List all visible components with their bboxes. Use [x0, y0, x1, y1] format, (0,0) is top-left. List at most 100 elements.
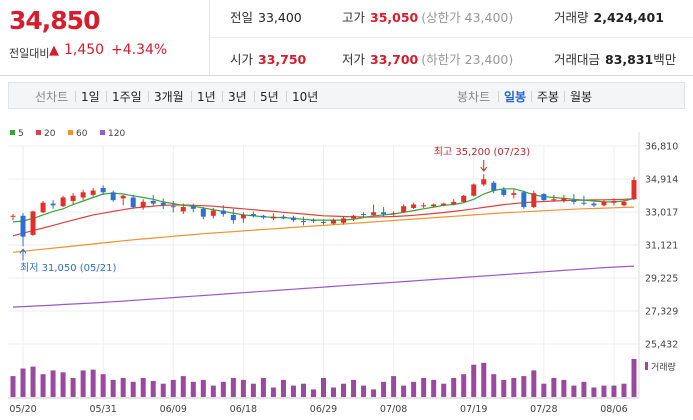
low-annotation-label: 최저 31,050 (05/21)	[20, 262, 116, 274]
period-1w[interactable]: 1주일	[112, 90, 142, 104]
volume-bar	[170, 379, 176, 397]
high-stat: 고가 35,050 (상한가 43,400)	[342, 7, 513, 26]
candle-body	[561, 198, 567, 201]
candle-body	[80, 192, 86, 198]
period-10y[interactable]: 10년	[292, 90, 319, 104]
volume-bars: 거래량	[10, 359, 676, 397]
period-5y[interactable]: 5년	[260, 90, 279, 104]
candle-body	[200, 208, 206, 217]
volume-bar	[591, 387, 597, 397]
prev-close-stat: 전일 33,400	[230, 7, 302, 26]
legend-swatch	[68, 130, 73, 135]
volume-bar	[40, 374, 46, 397]
candle-body	[240, 214, 246, 219]
volume-bar	[150, 381, 156, 397]
y-tick-label: 25,432	[645, 340, 678, 351]
candle-body	[381, 212, 387, 215]
candle-body	[541, 194, 547, 201]
period-3y[interactable]: 3년	[228, 90, 247, 104]
volume-bar	[60, 372, 66, 397]
amount-value: 83,831	[605, 52, 654, 67]
candles	[10, 174, 637, 247]
quote-header: 34,850 전일대비 ▲ 1,450 +4.34% 전일 33,400 고가 35…	[0, 0, 693, 76]
line-chart-tab[interactable]: 선차트	[35, 90, 69, 104]
candle-body	[10, 215, 16, 217]
candle-daily[interactable]: 일봉	[504, 90, 527, 104]
ma20-line	[12, 198, 635, 237]
candle-body	[411, 204, 417, 208]
amount-label: 거래대금	[554, 52, 601, 67]
candle-body	[30, 211, 36, 235]
candle-body	[531, 193, 537, 208]
volume-bar	[30, 366, 36, 397]
x-tick-label: 07/28	[530, 404, 557, 415]
candle-body	[621, 201, 627, 206]
y-tick-label: 27,329	[645, 306, 678, 317]
chart-toolbar: 선차트 1일 1주일 3개월 1년 3년 5년 10년 봉차트 일봉 주봉 월봉	[8, 82, 685, 109]
candle-body	[130, 197, 136, 208]
candle-body	[461, 195, 467, 202]
legend-label: 120	[108, 129, 125, 139]
candle-body	[351, 215, 357, 219]
volume-bar	[180, 376, 186, 397]
candle-weekly[interactable]: 주봉	[537, 90, 560, 104]
high-annotation-arrowhead	[480, 166, 488, 172]
candle-body	[210, 210, 216, 216]
low-value: 33,700	[370, 52, 419, 67]
prev-close-label: 전일	[230, 10, 254, 25]
candle-body	[300, 221, 306, 223]
volume-bar	[290, 385, 296, 397]
grid	[8, 132, 640, 399]
ma60-line	[12, 206, 635, 253]
period-3m[interactable]: 3개월	[154, 90, 184, 104]
legend-label: 60	[76, 129, 88, 139]
candle-body	[250, 214, 256, 216]
candle-body	[110, 192, 116, 201]
y-tick-label: 34,914	[645, 174, 678, 185]
candle-body	[150, 200, 156, 204]
candle-body	[391, 213, 397, 215]
volume-legend-label: 거래량	[651, 361, 676, 373]
divider	[148, 91, 149, 102]
candle-body	[100, 187, 106, 193]
open-value: 33,750	[258, 52, 307, 67]
legend-swatch	[100, 130, 105, 135]
candle-monthly[interactable]: 월봉	[570, 90, 593, 104]
divider	[254, 91, 255, 102]
candle-body	[220, 210, 226, 215]
y-tick-label: 31,121	[645, 241, 678, 252]
candle-body	[551, 199, 557, 201]
candle-body	[331, 220, 337, 224]
volume-bar	[601, 385, 607, 397]
volume-bar	[401, 385, 407, 397]
x-tick-label: 06/18	[230, 404, 257, 415]
volume-bar	[531, 370, 537, 397]
volume-bar	[260, 378, 266, 397]
volume-bar	[631, 359, 637, 397]
volume-bar	[200, 379, 206, 397]
volume-bar	[551, 378, 557, 397]
volume-bar	[140, 378, 146, 397]
volume-bar	[20, 368, 26, 397]
volume-bar	[391, 376, 397, 397]
divider	[75, 91, 76, 102]
candle-chart-tab[interactable]: 봉차트	[457, 90, 491, 104]
volume-bar	[351, 379, 357, 397]
open-stat: 시가 33,750	[230, 49, 306, 68]
x-tick-label: 07/19	[460, 404, 487, 415]
price-box: 34,850 전일대비 ▲ 1,450 +4.34%	[0, 0, 210, 76]
candle-body	[631, 180, 637, 200]
period-1d[interactable]: 1일	[81, 90, 100, 104]
volume-value: 2,424,401	[593, 10, 664, 25]
change-percent: +4.34%	[111, 42, 168, 58]
candle-body	[90, 190, 96, 195]
period-1y[interactable]: 1년	[197, 90, 216, 104]
candle-body	[361, 214, 367, 216]
candle-body	[611, 200, 617, 203]
volume-bar	[541, 383, 547, 397]
open-label: 시가	[230, 52, 254, 67]
volume-bar	[361, 385, 367, 397]
candle-body	[371, 212, 377, 215]
volume-bar	[110, 379, 116, 397]
volume-bar	[280, 379, 286, 397]
